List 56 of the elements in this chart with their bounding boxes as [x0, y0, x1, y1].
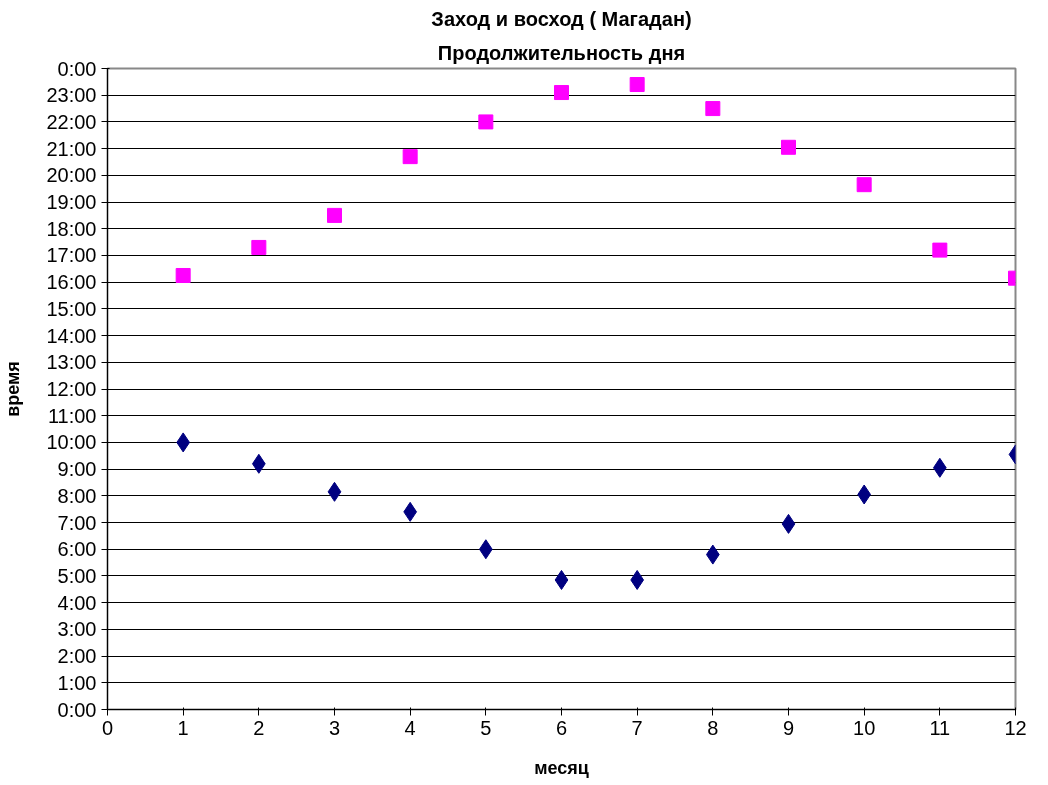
x-tick-label: 2 [253, 716, 265, 739]
point [629, 77, 645, 93]
y-tick-label: 3:00 [57, 618, 97, 641]
y-tick-label: 7:00 [57, 511, 97, 534]
y-tick-label: 6:00 [57, 538, 97, 561]
y-tick-label: 11:00 [47, 404, 97, 427]
x-tick-label: 10 [853, 716, 876, 739]
y-tick-label: 14:00 [46, 324, 97, 347]
x-tick-label: 6 [555, 716, 568, 739]
y-tick-label: 21:00 [46, 137, 97, 160]
y-tick-label: 19:00 [46, 191, 97, 214]
y-tick-label: 17:00 [46, 244, 97, 267]
y-tick-label: 0:00 [57, 698, 97, 721]
y-tick-label: 5:00 [57, 564, 97, 587]
point [554, 85, 569, 101]
x-tick-label: 8 [707, 716, 719, 739]
y-tick-label: 20:00 [46, 164, 97, 187]
point [402, 149, 418, 165]
y-tick-label: 16:00 [46, 271, 97, 294]
x-tick-label: 3 [328, 716, 341, 739]
x-tick-label: 0 [101, 716, 114, 739]
point [251, 239, 267, 255]
y-tick-label: 0:00 [57, 57, 97, 80]
point [705, 101, 721, 117]
point [327, 207, 342, 223]
y-tick-label: 23:00 [46, 84, 97, 107]
x-tick-label: 5 [480, 716, 492, 739]
y-tick-label: 22:00 [46, 110, 97, 133]
y-tick-label: 2:00 [57, 645, 97, 668]
x-tick-label: 12 [1004, 716, 1027, 739]
x-tick-label: 1 [177, 716, 189, 739]
point [327, 481, 342, 502]
point [781, 513, 796, 534]
chart-subtitle: Продолжительность дня [437, 41, 686, 64]
x-tick-label: 4 [404, 716, 416, 739]
y-tick-label: 15:00 [46, 297, 97, 320]
y-tick-label: 1:00 [57, 671, 97, 694]
x-tick-label: 9 [782, 716, 795, 739]
y-tick-label: 12:00 [46, 378, 97, 400]
y-tick-label: 8:00 [57, 484, 97, 507]
point [781, 139, 796, 155]
chart-title: Заход и восход ( Магадан) [431, 7, 692, 30]
x-tick-label: 11 [929, 716, 951, 739]
point [175, 267, 191, 283]
point [478, 114, 494, 130]
point [554, 569, 569, 590]
y-tick-label: 10:00 [46, 431, 97, 454]
x-tick-label: 7 [631, 716, 643, 739]
point [932, 242, 948, 258]
y-tick-label: 18:00 [46, 217, 97, 240]
point [856, 177, 872, 193]
y-tick-label: 4:00 [57, 591, 97, 614]
y-tick-label: 13:00 [46, 351, 97, 374]
y-axis-title: время [3, 361, 24, 417]
y-tick-label: 9:00 [57, 458, 97, 481]
x-axis-title: месяц [534, 757, 589, 778]
